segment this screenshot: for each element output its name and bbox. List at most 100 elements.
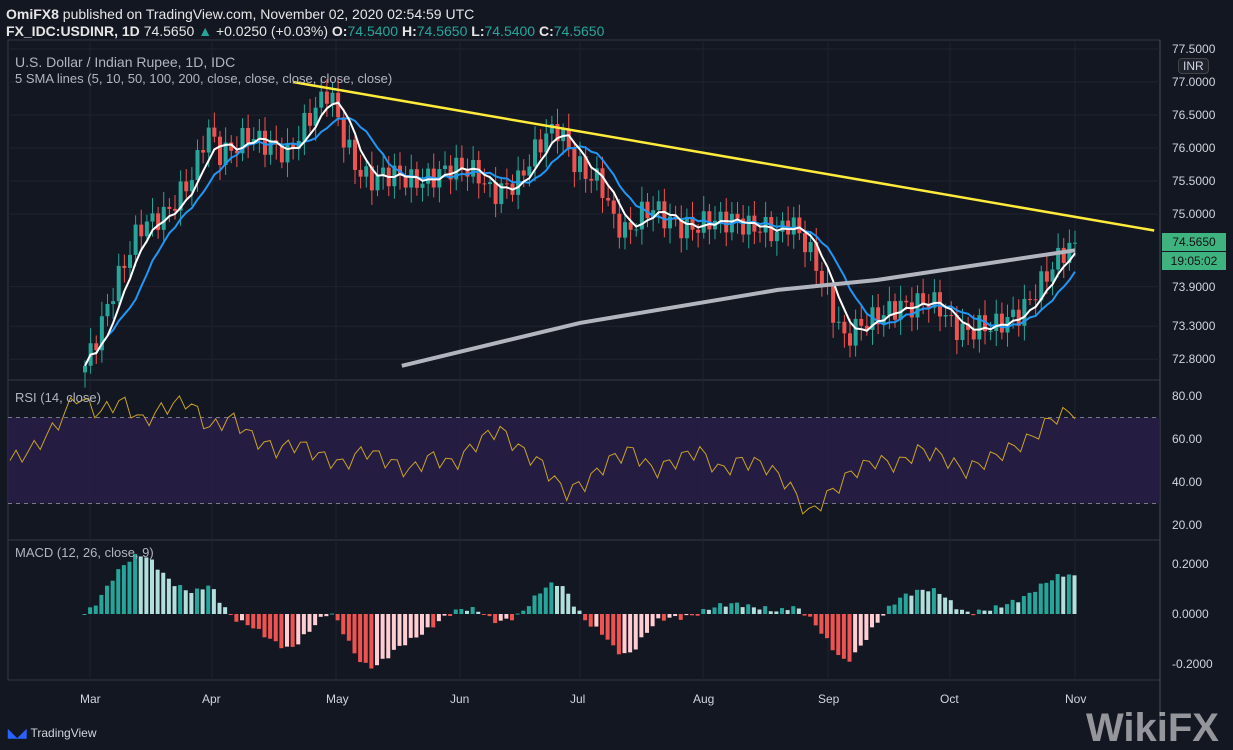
rsi-tick: 40.00 — [1172, 475, 1203, 489]
macd-bar — [183, 590, 188, 614]
sma-legend[interactable]: 5 SMA lines (5, 10, 50, 100, 200, close,… — [15, 71, 393, 86]
macd-bar — [684, 614, 689, 616]
macd-bar — [296, 614, 301, 645]
macd-bar — [706, 609, 711, 614]
macd-bar — [195, 588, 199, 614]
macd-bar — [858, 614, 863, 646]
rsi-tick: 80.00 — [1172, 389, 1203, 403]
candle-body — [488, 182, 492, 185]
candle-body — [246, 128, 251, 143]
candle-body — [454, 157, 459, 180]
macd-bar — [903, 593, 908, 614]
candle-body — [628, 222, 633, 230]
candle-body — [617, 213, 622, 238]
macd-bar — [363, 614, 368, 663]
macd-bar — [420, 614, 424, 635]
candle-body — [83, 365, 87, 373]
macd-bar — [768, 611, 773, 614]
macd-bar — [1033, 591, 1038, 614]
candle-body — [128, 254, 132, 268]
macd-bar — [206, 585, 211, 614]
macd-bar — [555, 585, 559, 614]
macd-bar — [819, 614, 824, 634]
candle-body — [504, 183, 509, 185]
macd-bar — [200, 589, 205, 614]
macd-bar — [701, 608, 706, 614]
tradingview-logo[interactable]: ◣◢ TradingView — [8, 726, 97, 740]
countdown-tag: 19:05:02 — [1162, 252, 1226, 270]
candle-body — [623, 222, 627, 238]
candle-body — [263, 130, 267, 155]
candle-body — [482, 183, 487, 185]
macd-bar — [369, 614, 374, 669]
candle-body — [848, 333, 852, 346]
macd-bar — [577, 610, 582, 614]
candle-body — [803, 233, 807, 253]
macd-bar — [712, 607, 717, 614]
macd-bar — [476, 611, 481, 614]
candle-body — [859, 318, 864, 326]
candle-body — [465, 169, 470, 177]
candle-body — [302, 112, 307, 141]
macd-bar — [780, 608, 784, 614]
rsi-line — [9, 395, 1076, 515]
publisher[interactable]: OmiFX8 — [6, 6, 59, 22]
candle-body — [1061, 247, 1066, 263]
time-tick: Aug — [693, 692, 715, 706]
macd-bar — [273, 614, 278, 642]
macd-bar — [1027, 592, 1032, 614]
macd-bar — [99, 594, 104, 614]
macd-bar — [245, 614, 250, 626]
candle-body — [887, 301, 892, 316]
macd-bar — [448, 614, 453, 616]
candle-body — [409, 169, 414, 188]
chart-canvas[interactable] — [0, 0, 1233, 720]
candle-body — [403, 175, 408, 188]
macd-bar — [82, 614, 87, 615]
candle-body — [544, 133, 549, 153]
candle-body — [336, 92, 341, 118]
macd-bar — [493, 614, 498, 624]
macd-bar — [189, 592, 194, 614]
macd-bar — [600, 614, 604, 635]
price-tick: 77.0000 — [1172, 75, 1216, 89]
macd-bar — [352, 614, 357, 654]
macd-bar — [808, 614, 813, 617]
rsi-tick: 60.00 — [1172, 432, 1203, 446]
macd-bar — [796, 608, 801, 614]
macd-bar — [1061, 576, 1066, 614]
macd-bar — [1044, 582, 1049, 614]
macd-bar — [459, 608, 464, 614]
price-tick: 76.5000 — [1172, 108, 1216, 122]
candle-body — [718, 211, 723, 221]
macd-bar — [549, 582, 554, 614]
macd-bar — [262, 614, 267, 638]
macd-bar — [841, 614, 846, 659]
rsi-legend[interactable]: RSI (14, close) — [15, 390, 101, 405]
macd-bar — [735, 602, 739, 614]
candle-body — [611, 200, 616, 214]
candle-body — [285, 143, 290, 163]
macd-bar — [228, 614, 233, 615]
macd-bar — [695, 614, 700, 616]
candle-body — [758, 231, 762, 233]
macd-bar — [982, 610, 987, 614]
time-tick: Jun — [450, 692, 470, 706]
price-tick: 75.0000 — [1172, 207, 1216, 221]
macd-legend[interactable]: MACD (12, 26, close, 9) — [15, 545, 154, 560]
macd-bar — [380, 614, 385, 659]
candle-body — [921, 293, 926, 305]
candle-body — [555, 124, 560, 142]
price-tick: 75.5000 — [1172, 174, 1216, 188]
candle-body — [229, 142, 234, 151]
candle-body — [932, 292, 937, 308]
price-tick: 76.0000 — [1172, 141, 1216, 155]
price-tick: 73.9000 — [1172, 279, 1216, 294]
macd-bar — [481, 614, 486, 615]
macd-bar — [431, 614, 436, 628]
macd-bar — [155, 569, 160, 614]
macd-bar — [110, 580, 115, 614]
currency-badge[interactable]: INR — [1178, 58, 1209, 74]
macd-bar — [560, 586, 565, 614]
candle-body — [864, 325, 869, 330]
